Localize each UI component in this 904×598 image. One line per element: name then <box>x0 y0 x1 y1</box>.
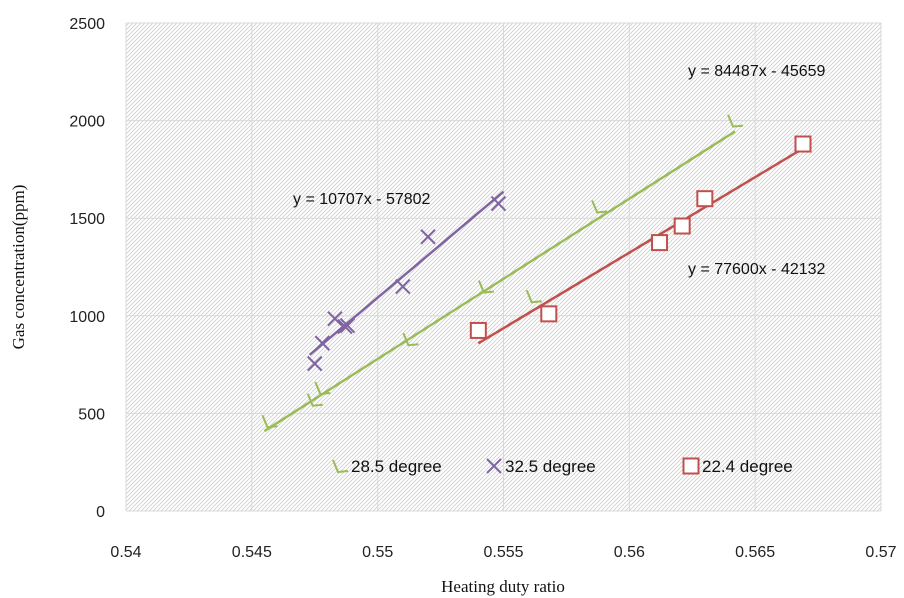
x-tick-label: 0.555 <box>483 544 523 561</box>
x-tick-label: 0.56 <box>614 544 645 561</box>
x-tick-label: 0.55 <box>362 544 393 561</box>
series-28-5-point <box>314 381 331 396</box>
series-28-5-point <box>591 200 608 214</box>
y-tick-label: 1000 <box>69 309 105 326</box>
legend-28-5-label: 28.5 degree <box>351 457 442 476</box>
series-22-4-point <box>540 305 558 323</box>
series-32-5-point <box>307 355 323 372</box>
y-tick-label: 2500 <box>69 16 105 33</box>
series-32-5-point <box>337 318 353 335</box>
series-28-5-equation: y = 84487x - 45659 <box>688 63 826 80</box>
x-axis-title: Heating duty ratio <box>441 577 565 596</box>
series-22-4-point <box>651 234 669 252</box>
series-32-5-point <box>339 317 356 334</box>
legend-32-5-label: 32.5 degree <box>505 457 596 476</box>
y-tick-label: 1500 <box>69 211 105 228</box>
series-28-5-point <box>261 414 278 429</box>
series-32-5-point <box>420 229 436 245</box>
y-tick-label: 2000 <box>69 114 105 131</box>
series-22-4-point <box>469 321 487 339</box>
series-32-5-point <box>395 278 411 295</box>
series-32-5-point <box>327 311 343 327</box>
series-32-5-point <box>490 195 507 212</box>
series-28-5-point <box>525 289 542 304</box>
series-28-5-trendline <box>263 130 736 433</box>
series-22-4-point <box>794 135 812 153</box>
series-22-4-point <box>696 190 714 208</box>
series-32-5-trendline <box>308 190 505 356</box>
series-22-4-trendline <box>477 147 804 345</box>
series-28-5-point <box>306 393 323 407</box>
series-22-4-equation: y = 77600x - 42132 <box>688 261 826 278</box>
gridlines <box>125 22 882 512</box>
x-tick-label: 0.565 <box>735 544 775 561</box>
y-tick-label: 0 <box>96 504 105 521</box>
legend-32-5-marker <box>486 458 502 474</box>
series-22-4-point <box>673 217 691 235</box>
series-28-5-point <box>477 280 494 294</box>
x-tick-label: 0.545 <box>232 544 272 561</box>
y-tick-label: 500 <box>78 406 105 423</box>
legend-22-4-label: 22.4 degree <box>702 457 793 476</box>
legend-22-4-marker <box>682 457 700 475</box>
series-28-5-point <box>402 332 419 347</box>
trendline-equations: y = 84487x - 45659 y = 10707x - 57802 y = … <box>293 63 826 278</box>
x-tick-label: 0.54 <box>110 544 141 561</box>
series-32-5-equation: y = 10707x - 57802 <box>293 191 431 208</box>
series-32-5-point <box>314 335 331 351</box>
legend: 28.5 degree 32.5 degree 22.4 degree <box>332 457 793 476</box>
data-markers <box>261 114 812 429</box>
legend-28-5-marker <box>332 459 349 474</box>
tick-labels: 0.54 0.545 0.55 0.555 0.56 0.565 0.57 0 500 1000 1… <box>69 16 896 561</box>
y-axis-title: Gas concentration(ppm) <box>9 185 28 350</box>
x-tick-label: 0.57 <box>865 544 896 561</box>
series-28-5-point <box>727 114 744 128</box>
trendlines <box>263 130 804 433</box>
